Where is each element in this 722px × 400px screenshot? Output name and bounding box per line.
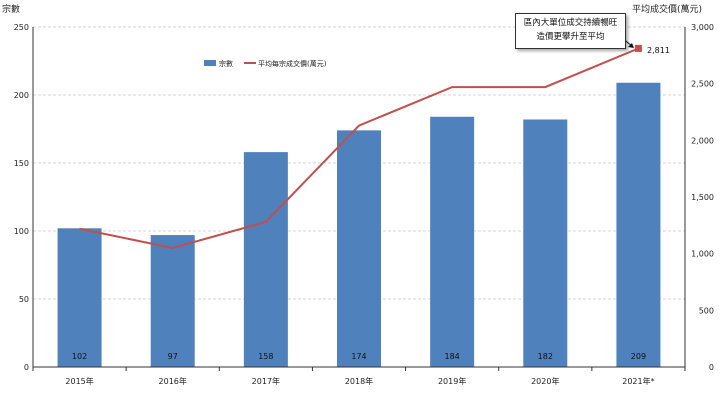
bar-labels: 102 97 158 174 184 182 209 [72,352,646,361]
callout-arrow-head [628,43,634,48]
bar [430,116,475,367]
bar [337,130,381,367]
bar [523,119,568,367]
bar-value-label: 174 [351,352,366,361]
left-tick-label: 0 [24,363,29,372]
legend-line-label: 平均每宗成交價(萬元) [258,59,327,68]
right-tick-label: 2,000 [691,136,714,145]
bars [57,82,661,367]
legend-bar-label: 宗數 [219,59,233,68]
x-tick-label: 2018年 [345,376,373,386]
x-tick-label: 2015年 [65,376,93,386]
left-tick-label: 100 [14,227,29,236]
right-tick-labels: 0 500 1,000 1,500 2,000 2,500 3,000 [691,23,714,372]
x-tick-label: 2020年 [531,376,559,386]
left-tick-label: 200 [14,91,29,100]
bar-value-label: 209 [631,352,646,361]
bar [57,228,102,367]
price-line [79,44,642,250]
right-tick-label: 500 [699,306,714,315]
x-tick-label: 2017年 [252,376,280,386]
bar-value-label: 102 [72,352,87,361]
right-tick-label: 2,500 [691,80,714,89]
x-tick-label: 2021年* [622,376,654,386]
bar [243,152,288,367]
left-tick-label: 250 [14,23,29,32]
legend: 宗數 平均每宗成交價(萬元) [204,59,327,68]
x-tick-label: 2019年 [438,376,466,386]
right-tick-label: 3,000 [691,23,714,32]
legend-bar-swatch [204,60,216,66]
bar [616,82,661,367]
right-tick-label: 1,000 [691,250,714,259]
x-tick-labels: 2015年 2016年 2017年 2018年 2019年 2020年 2021年* [65,376,654,386]
bar [150,235,195,367]
price-marker-latest [634,44,642,52]
bar-value-label: 182 [538,352,553,361]
callout-box: 區內大單位成交持續暢旺 造價更攀升至平均 [515,13,626,49]
left-axis-title: 宗數 [2,3,20,15]
bar-value-label: 97 [168,352,178,361]
point-label: 2,811 [647,46,670,55]
right-tick-label: 1,500 [691,193,714,202]
bar-value-label: 158 [258,352,273,361]
callout-line-1: 區內大單位成交持續暢旺 [523,18,618,28]
x-tick-label: 2016年 [159,376,187,386]
right-axis-title: 平均成交價(萬元) [632,3,702,15]
left-tick-labels: 0 50 100 150 200 250 [14,23,29,372]
left-tick-label: 50 [19,295,29,304]
left-tick-label: 150 [14,159,29,168]
callout-line-2: 造價更攀升至平均 [536,32,605,42]
axes [32,27,686,371]
bar-value-label: 184 [445,352,460,361]
right-tick-label: 0 [709,363,714,372]
